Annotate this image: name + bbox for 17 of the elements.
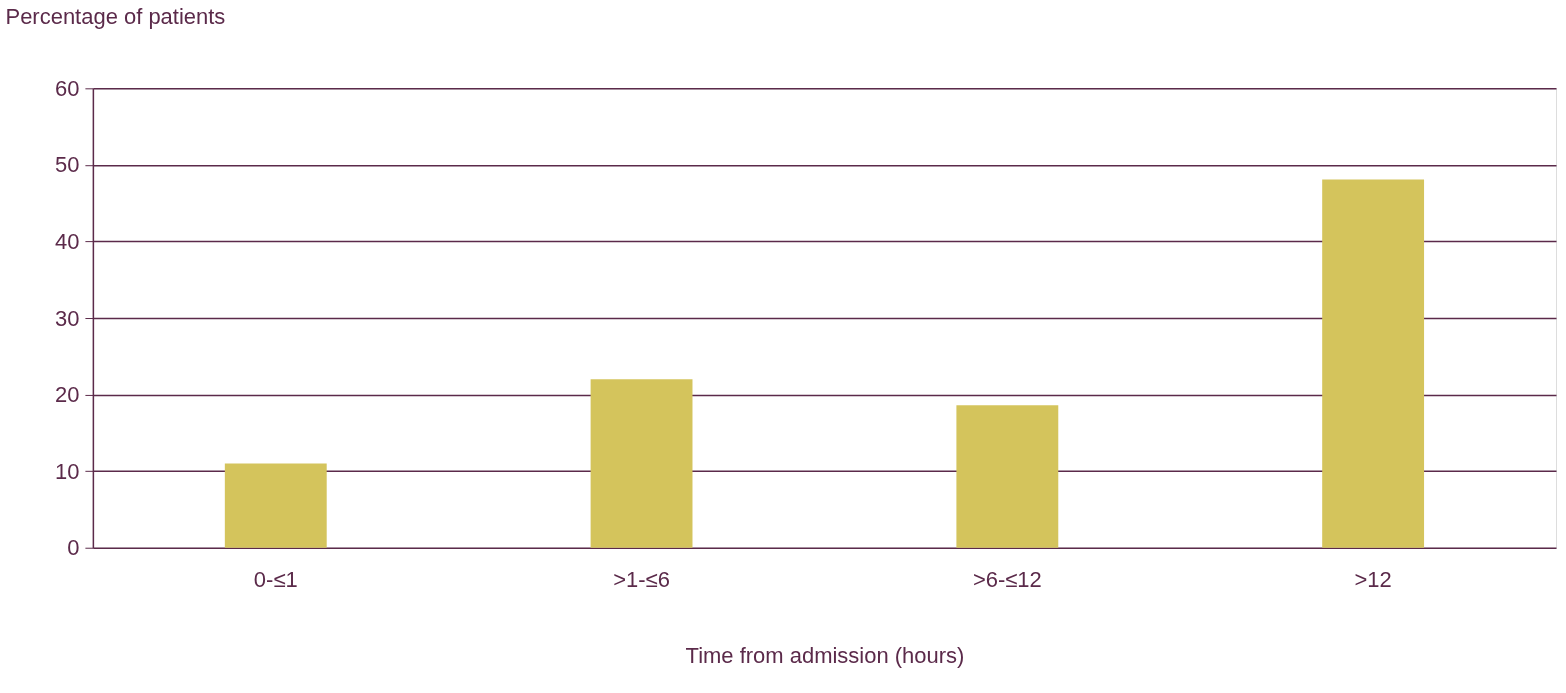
x-tick-label: >6-≤12	[972, 567, 1042, 593]
x-tick-label: 0-≤1	[253, 567, 298, 593]
y-axis-title: Percentage of patients	[5, 3, 226, 29]
y-tick-label: 50	[54, 152, 80, 178]
bar	[590, 379, 693, 548]
x-axis-title: Time from admission (hours)	[685, 643, 965, 669]
y-tick-label: 10	[54, 458, 80, 484]
y-tick-label: 40	[54, 228, 80, 254]
bar	[956, 405, 1059, 548]
bar	[224, 463, 327, 548]
x-tick-label: >12	[1354, 567, 1392, 593]
y-tick-label: 20	[54, 382, 80, 408]
bar	[1322, 179, 1425, 548]
y-tick-label: 0	[67, 535, 80, 561]
y-tick-label: 60	[54, 75, 80, 101]
x-tick-label: >1-≤6	[613, 567, 670, 593]
y-tick-label: 30	[54, 305, 80, 331]
